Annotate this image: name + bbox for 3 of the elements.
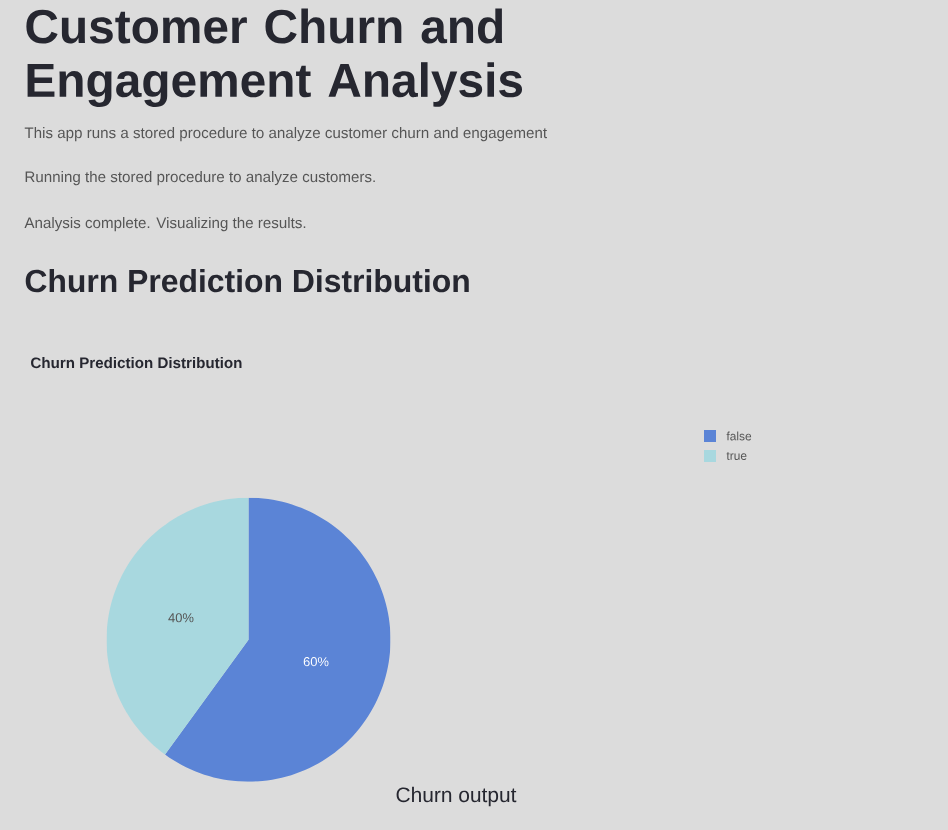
text: Customer Churn and Engagement Analysis (26, 8, 523, 107)
text: Churn Prediction Distribution (25, 268, 469, 293)
text: Churn output (396, 786, 517, 807)
